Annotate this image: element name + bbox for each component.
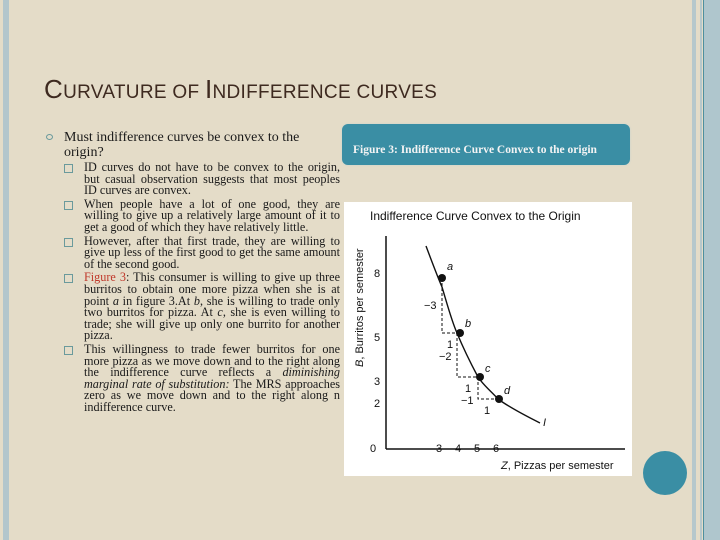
sub-bullet: However, after that first trade, they ar… <box>64 233 340 271</box>
sub-bullet-list: ID curves do not have to be convex to th… <box>44 160 340 414</box>
sub-bullet-text: However, after that first trade, they ar… <box>84 233 340 271</box>
sub-bullet-text: This willingness to trade fewer burritos… <box>84 341 340 380</box>
point-label: a <box>112 293 119 308</box>
title-part: URVATURE OF <box>63 82 205 103</box>
square-bullet-icon <box>64 237 73 247</box>
square-bullet-icon <box>64 200 73 210</box>
curve-label: I <box>543 417 546 429</box>
figure-caption-box: Figure 3: Indifference Curve Convex to t… <box>342 124 630 165</box>
point-c <box>476 373 484 381</box>
step-label: −2 <box>439 351 452 363</box>
decorative-circle <box>643 451 687 495</box>
main-bullet-text: Must indifference curves be convex to th… <box>64 130 300 160</box>
y-axis-label: B, Burritos per semester <box>354 248 366 367</box>
step-label: 1 <box>465 383 471 395</box>
right-border-strips <box>692 0 720 540</box>
point-label: a <box>447 261 453 273</box>
point-a <box>438 274 446 282</box>
x-tick: 4 <box>455 443 461 455</box>
step-label: 1 <box>447 339 453 351</box>
x-tick: 6 <box>493 443 499 455</box>
y-tick: 8 <box>374 268 380 280</box>
indifference-curve-chart: Indifference Curve Convex to the Origin … <box>344 202 632 476</box>
sub-bullet-text: in figure 3.At <box>118 293 194 308</box>
y-tick: 3 <box>374 376 380 388</box>
title-part: NDIFFERENCE CURVES <box>212 82 438 103</box>
sub-bullet-text: : This consumer is willing to give up th… <box>84 270 340 308</box>
step-label: 1 <box>484 405 490 417</box>
sub-bullet-text: , she is willing to trade only two burri… <box>84 293 340 320</box>
x-tick: 3 <box>436 443 442 455</box>
figure-caption: Figure 3: Indifference Curve Convex to t… <box>353 144 597 156</box>
sub-bullet: Figure 3: This consumer is willing to gi… <box>64 270 340 343</box>
point-label: c <box>485 363 491 375</box>
point-label: b <box>465 318 471 330</box>
square-bullet-icon <box>64 274 73 284</box>
sub-bullet-text: ID curves do not have to be convex to th… <box>84 160 340 198</box>
step-label: −3 <box>424 300 437 312</box>
left-border-strip <box>3 0 9 540</box>
y-tick: 2 <box>374 398 380 410</box>
slide-body: Must indifference curves be convex to th… <box>44 130 340 415</box>
y-tick: 5 <box>374 332 380 344</box>
sub-bullet-text: , she is even willing to trade; she will… <box>84 305 340 343</box>
step-lines <box>441 278 498 400</box>
sub-bullet-text: The MRS approaches zero as we move down … <box>84 376 340 414</box>
emphasis-text: diminishing marginal rate of substitutio… <box>84 365 340 391</box>
figure-reference-link[interactable]: Figure 3 <box>84 270 126 285</box>
sub-bullet: When people have a lot of one good, they… <box>64 196 340 234</box>
point-label: c <box>217 305 223 320</box>
point-label: d <box>504 385 511 397</box>
square-bullet-icon <box>64 345 73 355</box>
sub-bullet-text: When people have a lot of one good, they… <box>84 196 340 234</box>
sub-bullet: This willingness to trade fewer burritos… <box>64 341 340 414</box>
slide-title: CURVATURE OF INDIFFERENCE CURVES <box>44 74 437 105</box>
x-tick: 0 <box>370 443 376 455</box>
title-part: C <box>44 74 64 104</box>
main-bullet: Must indifference curves be convex to th… <box>44 130 340 160</box>
title-part: I <box>204 74 213 104</box>
circle-bullet-icon <box>46 134 53 140</box>
point-d <box>495 395 503 403</box>
square-bullet-icon <box>64 164 73 173</box>
chart-title: Indifference Curve Convex to the Origin <box>370 209 581 223</box>
indifference-curve <box>425 245 541 424</box>
sub-bullet: ID curves do not have to be convex to th… <box>64 160 340 198</box>
x-axis-label: Z, Pizzas per semester <box>500 460 614 472</box>
x-tick: 5 <box>474 443 480 455</box>
point-label: b <box>193 293 200 308</box>
step-label: −1 <box>461 395 474 407</box>
point-b <box>456 329 464 337</box>
